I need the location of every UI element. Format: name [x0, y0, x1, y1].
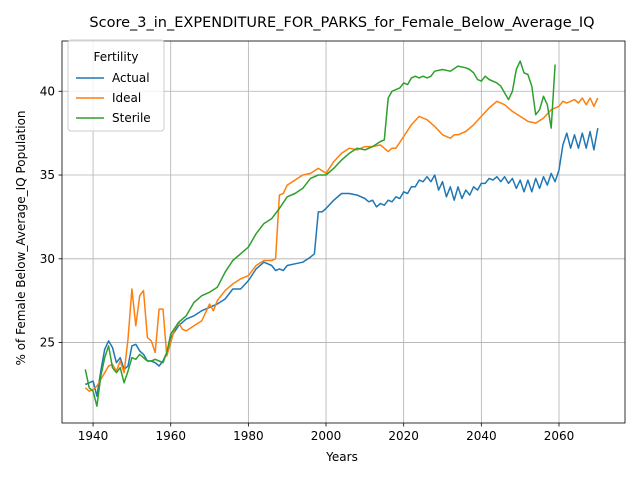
legend-title: Fertility	[93, 50, 138, 64]
y-tick-label: 25	[40, 336, 55, 350]
y-tick-label: 35	[40, 168, 55, 182]
legend-label-ideal: Ideal	[112, 91, 141, 105]
y-tick-label: 40	[40, 84, 55, 98]
x-tick-label: 1980	[233, 429, 264, 443]
x-tick-label: 1940	[78, 429, 109, 443]
y-axis-title: % of Female Below_Average_IQ Population	[14, 110, 28, 365]
series-lines	[84, 60, 599, 407]
y-tick-label: 30	[40, 252, 55, 266]
series-line-sterile	[84, 60, 556, 407]
legend-items: Actual Ideal Sterile	[76, 71, 151, 125]
series-line-ideal	[84, 97, 599, 392]
chart-title: Score_3_in_EXPENDITURE_FOR_PARKS_for_Fem…	[89, 15, 594, 31]
axis-ticks: 1940 1960 1980 2000 2020 2040 2060 25 30 35 40	[40, 84, 575, 443]
x-tick-label: 2060	[544, 429, 575, 443]
legend-label-sterile: Sterile	[112, 111, 151, 125]
legend: Fertility Actual Ideal Sterile	[67, 39, 165, 132]
x-tick-label: 2040	[466, 429, 497, 443]
series-line-actual	[85, 127, 599, 397]
x-tick-label: 1960	[155, 429, 186, 443]
legend-label-actual: Actual	[112, 71, 150, 85]
x-tick-label: 2000	[311, 429, 342, 443]
x-axis-title: Years	[325, 450, 358, 464]
plot-frame	[61, 40, 626, 424]
legend-box	[67, 39, 165, 132]
x-tick-label: 2020	[388, 429, 419, 443]
